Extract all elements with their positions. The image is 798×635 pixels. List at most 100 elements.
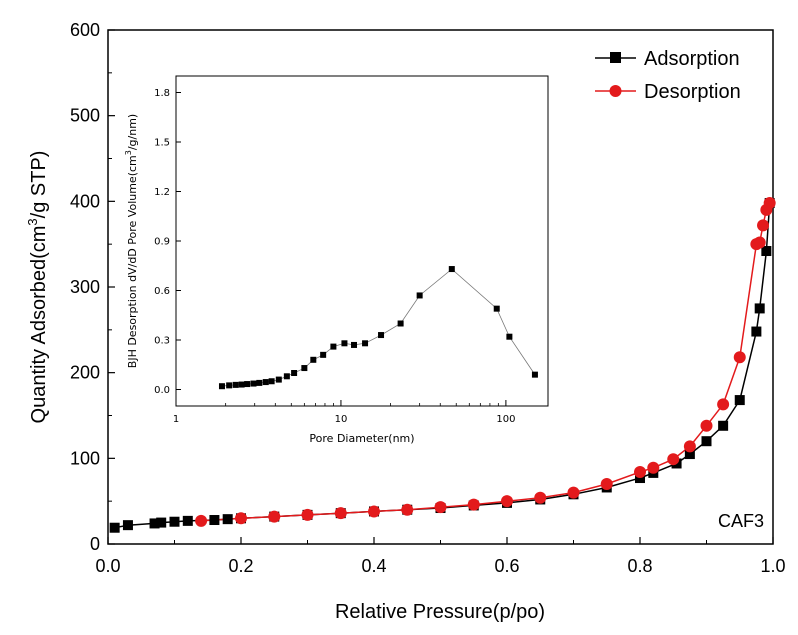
- desorption-point: [717, 398, 730, 411]
- desorption-point: [467, 498, 480, 511]
- y-axis-label-tail: /g STP): [28, 151, 50, 219]
- inset-point: [448, 266, 455, 273]
- y-tick-label: 400: [70, 191, 100, 211]
- sample-annotation: CAF3: [718, 511, 764, 531]
- desorption-point: [757, 219, 770, 232]
- desorption-point: [501, 495, 513, 508]
- desorption-point: [683, 440, 696, 453]
- y-tick-label: 300: [70, 277, 100, 297]
- inset-point: [493, 305, 500, 312]
- inset-point: [531, 371, 538, 378]
- desorption-point: [647, 461, 660, 474]
- main-axis-ticks: 0.0 0.2 0.4 0.6 0.8 1.0 0 100 200 300 400 500 600: [70, 20, 786, 576]
- desorption-point: [434, 501, 447, 514]
- inset-point: [351, 341, 358, 348]
- y-tick-label: 100: [70, 448, 100, 468]
- inset-x-tick-label: 100: [496, 414, 515, 425]
- desorption-point: [750, 238, 763, 251]
- y-axis-label: Quantity Adsorbed(cm3/g STP): [25, 151, 50, 424]
- adsorption-point: [734, 395, 745, 406]
- desorption-point: [567, 486, 580, 499]
- inset-x-tick-label: 1: [173, 414, 179, 425]
- adsorption-point: [156, 517, 167, 528]
- inset-point: [397, 320, 404, 327]
- inset-point: [506, 333, 513, 340]
- y-tick-label: 200: [70, 363, 100, 383]
- desorption-point: [195, 514, 208, 527]
- legend-marker-adsorption: [610, 52, 621, 63]
- inset-axis-ticks: 1 10 100 0.0 0.3 0.6 0.9 1.2 1.5 1.8: [154, 88, 515, 425]
- inset-y-tick-label: 1.8: [154, 88, 170, 99]
- inset-point: [416, 292, 423, 299]
- inset-y-axis-label-tail: /g/nm): [126, 114, 139, 150]
- inset-y-tick-label: 1.2: [154, 187, 170, 198]
- adsorption-point: [222, 514, 233, 525]
- inset-point: [301, 365, 308, 372]
- desorption-point: [700, 419, 713, 432]
- y-tick-label: 500: [70, 106, 100, 126]
- adsorption-point: [701, 436, 712, 447]
- inset-y-axis-label: BJH Desorption dV/dD Pore Volume(cm3/g/n…: [124, 114, 139, 368]
- legend: Adsorption Desorption: [595, 48, 741, 103]
- inset-y-tick-label: 0.3: [154, 336, 170, 347]
- inset-point: [378, 332, 385, 339]
- y-axis-label-superscript: 3: [25, 218, 40, 225]
- adsorption-point: [209, 515, 220, 526]
- adsorption-point: [754, 303, 765, 314]
- inset-point: [291, 370, 298, 376]
- x-tick-label: 0.6: [494, 556, 519, 576]
- y-tick-label: 0: [90, 534, 100, 554]
- desorption-point: [760, 203, 773, 216]
- legend-marker-desorption: [609, 85, 622, 97]
- desorption-point: [301, 508, 314, 521]
- adsorption-point: [761, 246, 772, 257]
- inset-point: [330, 343, 337, 350]
- inset-y-tick-label: 0.6: [154, 286, 170, 297]
- inset-x-tick-label: 10: [335, 414, 348, 425]
- adsorption-point: [169, 516, 180, 527]
- adsorption-point: [182, 515, 193, 526]
- desorption-point: [634, 466, 646, 479]
- desorption-point: [534, 491, 547, 504]
- adsorption-point: [684, 449, 695, 460]
- inset-point: [310, 356, 317, 363]
- desorption-point: [667, 453, 680, 466]
- inset-point: [268, 378, 275, 385]
- inset-point: [218, 383, 225, 390]
- inset-y-tick-label: 1.5: [154, 138, 170, 149]
- desorption-point: [733, 351, 746, 364]
- inset-point: [232, 381, 239, 388]
- x-tick-label: 0.2: [228, 556, 253, 576]
- inset-y-tick-label: 0.0: [154, 385, 170, 396]
- inset-point: [244, 381, 251, 388]
- desorption-point: [334, 507, 347, 520]
- inset-plot-frame: [175, 75, 549, 407]
- inset-point: [250, 380, 257, 387]
- inset-point: [238, 381, 245, 388]
- desorption-point: [235, 512, 247, 525]
- inset-point: [283, 373, 290, 380]
- y-tick-label: 600: [70, 20, 100, 40]
- adsorption-point: [109, 522, 120, 533]
- main-series-layer: [109, 197, 776, 533]
- inset-x-axis-label: Pore Diameter(nm): [309, 432, 414, 445]
- desorption-point: [268, 510, 281, 523]
- adsorption-point: [718, 420, 729, 431]
- inset-y-axis-label-superscript: 3: [124, 150, 133, 155]
- adsorption-point: [122, 520, 133, 531]
- x-tick-label: 0.4: [361, 556, 386, 576]
- legend-label-adsorption: Adsorption: [644, 48, 740, 70]
- adsorption-point: [149, 518, 160, 529]
- desorption-point: [401, 503, 414, 516]
- legend-label-desorption: Desorption: [644, 81, 741, 103]
- adsorption-point: [751, 326, 762, 337]
- inset-y-tick-label: 0.9: [154, 237, 170, 248]
- x-axis-label: Relative Pressure(p/po): [335, 601, 545, 623]
- x-tick-label: 0.0: [95, 556, 120, 576]
- inset-point: [341, 340, 348, 347]
- inset-point: [275, 376, 282, 383]
- desorption-point: [368, 505, 380, 518]
- x-tick-label: 0.8: [627, 556, 652, 576]
- inset-series-layer: [218, 266, 538, 390]
